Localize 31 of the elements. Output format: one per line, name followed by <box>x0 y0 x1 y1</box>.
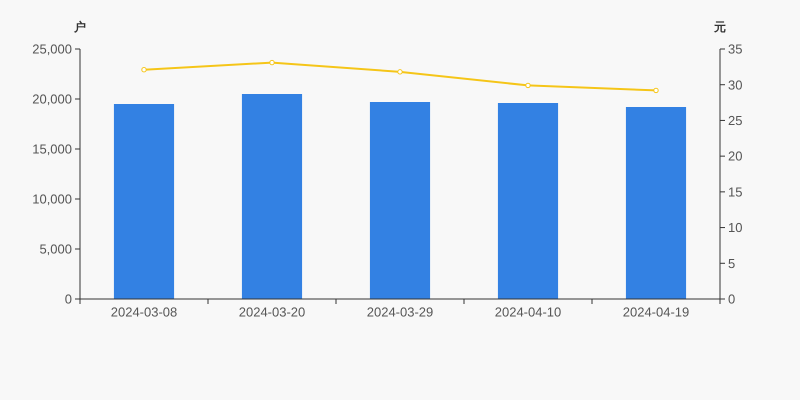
bar <box>114 104 174 299</box>
bar <box>242 94 302 299</box>
y2-tick-label: 15 <box>728 184 742 200</box>
x-tick-label: 2024-04-10 <box>494 304 562 320</box>
point <box>653 88 659 94</box>
point <box>141 67 147 72</box>
x-tick-label: 2024-03-29 <box>366 304 434 320</box>
y2-tick-label: 20 <box>728 148 742 164</box>
point <box>525 82 531 88</box>
y-tick-label: 10,000 <box>32 192 72 207</box>
y2-tick-label: 5 <box>728 256 736 271</box>
y-tick-label: 5,000 <box>39 242 72 257</box>
y2-tick-label: 25 <box>728 112 742 128</box>
y2-tick-label: 10 <box>728 220 742 236</box>
x-tick-label: 2024-03-20 <box>238 304 306 320</box>
point <box>269 60 275 66</box>
y2-tick-label: 35 <box>728 42 742 57</box>
y-tick-label: 0 <box>64 292 72 307</box>
y-tick-label: 15,000 <box>32 142 72 157</box>
bar <box>498 103 558 299</box>
y2-tick-label: 30 <box>728 77 742 92</box>
point <box>397 69 403 75</box>
bar <box>626 107 686 299</box>
x-tick-label: 2024-04-19 <box>622 304 690 320</box>
y2-axis-title: 元 <box>713 20 726 34</box>
x-tick-label: 2024-03-08 <box>110 304 178 320</box>
y-tick-label: 25,000 <box>32 42 72 57</box>
y2-tick-label: 0 <box>728 292 736 307</box>
bar <box>370 102 430 299</box>
y-axis-title: 户 <box>73 20 86 34</box>
y-tick-label: 20,000 <box>32 92 72 107</box>
